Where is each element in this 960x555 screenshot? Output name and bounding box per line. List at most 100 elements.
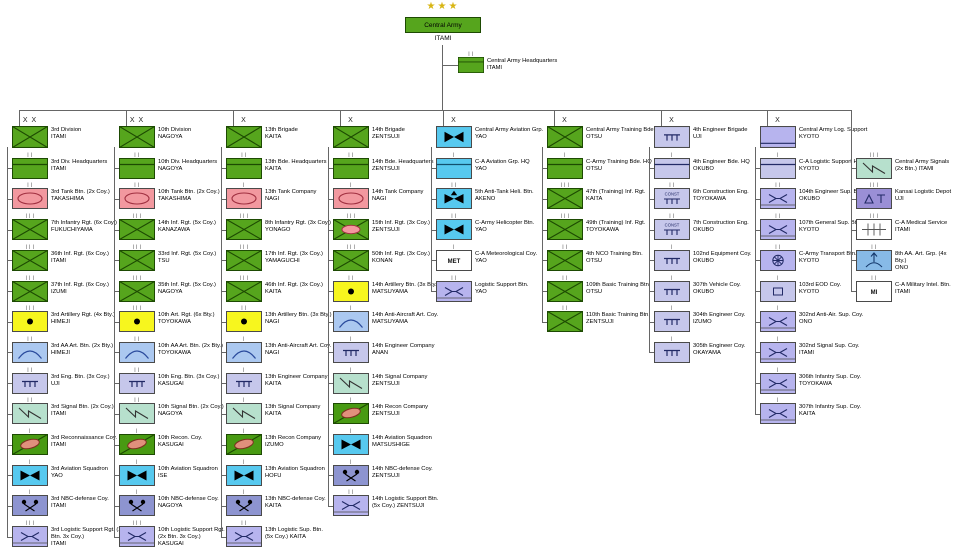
unit-name: 10th Recon. Coy. <box>158 435 203 441</box>
unit-location: YAO <box>475 165 487 172</box>
hq-location: ITAMI <box>487 64 503 71</box>
unit-node: | | | <box>119 275 155 302</box>
unit-label: 13th Brigade KAITA <box>265 127 341 141</box>
unit-node: | | <box>226 520 262 547</box>
const-text: CONST <box>665 223 680 228</box>
echelon-marks: | <box>777 397 779 402</box>
connector-stub <box>114 537 119 538</box>
unit-label: 10th Logistic Support Rgt. (2x Btn. 3x C… <box>158 527 234 548</box>
artillery-symbol-icon <box>12 311 48 332</box>
infantry-symbol-icon <box>119 281 155 302</box>
connector-rail <box>755 147 756 414</box>
infantry-symbol-icon <box>226 219 262 240</box>
unit-name: 10th Signal Btn. (2x Coy.) <box>158 404 224 410</box>
connector-stub <box>649 199 654 200</box>
unit-label: Central Army Log. Support KYOTO <box>799 127 875 141</box>
unit-name: 103rd EOD Coy. <box>799 282 842 288</box>
connector-stub <box>114 506 119 507</box>
connector-trunk-horizontal <box>19 110 852 111</box>
unit-node: | <box>333 336 369 363</box>
unit-node: | | <box>119 336 155 363</box>
unit-name: 17th Inf. Rgt. (3x Coy.) <box>265 251 323 257</box>
unit-name: 10th NBC-defense Coy. <box>158 496 219 502</box>
echelon-marks: | | <box>669 182 675 187</box>
engineer-symbol-icon <box>226 373 262 394</box>
unit-location: ZENTSUJI <box>586 318 614 325</box>
connector-stub <box>328 414 333 415</box>
unit-name: 307th Vehicle Coy. <box>693 282 741 288</box>
unit-location: KYOTO <box>799 133 820 140</box>
unit-node: | | <box>436 275 472 302</box>
logistic-head-symbol-icon <box>760 126 796 148</box>
unit-location: TOYOKAWA <box>799 380 832 387</box>
unit-location: OKUBO <box>693 257 714 264</box>
echelon-marks: | <box>350 182 352 187</box>
unit-node: | | | <box>119 520 155 547</box>
connector-stub <box>542 260 547 261</box>
unit-label: 307th Infantry Sup. Coy. KAITA <box>799 404 875 418</box>
infantry-symbol-icon <box>12 250 48 271</box>
unit-name: 35th Inf. Rgt. (5x Coy.) <box>158 282 216 288</box>
connector-stub <box>221 414 226 415</box>
unit-node: | | | <box>856 213 892 240</box>
connector-stub <box>649 230 654 231</box>
unit-label: C-A Medical Service ITAMI <box>895 220 957 234</box>
unit-name: 3rd Eng. Btn. (3x Coy.) <box>51 374 110 380</box>
armor-symbol-icon <box>333 188 369 209</box>
connector-stub <box>328 475 333 476</box>
aa-group-symbol-icon <box>856 250 892 271</box>
unit-location: FUKUCHIYAMA <box>51 226 93 233</box>
unit-location: ITAMI <box>895 288 911 295</box>
unit-label: 50th Inf. Rgt. (3x Coy.) KONAN <box>372 251 448 265</box>
unit-location: TOYOKAWA <box>158 349 191 356</box>
connector-stub <box>221 199 226 200</box>
air-defense-symbol-icon <box>226 342 262 363</box>
connector-stub <box>431 291 436 292</box>
unit-label: 33rd Inf. Rgt. (5x Coy.) TSU <box>158 251 234 265</box>
echelon-marks: | | <box>451 182 457 187</box>
infantry-symbol-icon <box>547 281 583 302</box>
unit-node: | <box>333 459 369 486</box>
unit-name: 10th Div. Headquarters <box>158 159 218 165</box>
unit-label: C-Army Transport Btn. KYOTO <box>799 251 875 265</box>
unit-node: | <box>654 152 690 179</box>
echelon-marks: | | | <box>25 520 35 525</box>
connector-stub <box>7 168 12 169</box>
echelon-marks: | | | <box>25 213 35 218</box>
artillery-symbol-icon <box>226 311 262 332</box>
unit-location: KASUGAI <box>158 380 184 387</box>
infantry-symbol-icon <box>226 126 262 148</box>
logistic-symbol-icon <box>760 188 796 209</box>
transport-symbol-icon <box>760 250 796 271</box>
unit-label: 14th NBC-defense Coy. ZENTSUJI <box>372 466 448 480</box>
unit-location: MATSUYAMA <box>372 288 408 295</box>
signal-symbol-icon <box>12 403 48 424</box>
unit-node: | <box>654 275 690 302</box>
unit-node: | | CONST <box>654 182 690 209</box>
echelon-marks: | | | <box>132 520 142 525</box>
unit-node: | <box>333 397 369 424</box>
unit-label: 13th Artillery Btn. (3x Bty.) NAGI <box>265 312 341 326</box>
echelon-marks: | | | <box>239 244 249 249</box>
unit-node: | | | <box>856 182 892 209</box>
unit-node: | <box>654 336 690 363</box>
echelon-marks: | | <box>134 367 140 372</box>
logistic-symbol-icon <box>760 373 796 394</box>
unit-node: | | MI <box>856 275 892 302</box>
unit-node: | <box>333 367 369 394</box>
echelon-marks: | | <box>27 152 33 157</box>
unit-node: | <box>226 182 262 209</box>
unit-label: 3rd Div. Headquarters ITAMI <box>51 159 127 173</box>
mech-infantry-symbol-icon <box>333 219 369 240</box>
unit-location: (5x Coy.) ZENTSUJI <box>372 502 425 509</box>
unit-location: OTSU <box>586 133 603 140</box>
unit-node: | <box>12 428 48 455</box>
unit-location: TOYOKAWA <box>158 318 191 325</box>
unit-label: 13th Bde. Headquarters KAITA <box>265 159 341 173</box>
unit-label: 14th Bde. Headquarters ZENTSUJI <box>372 159 448 173</box>
engineer-symbol-icon <box>654 126 690 148</box>
unit-name: 13th Brigade <box>265 127 298 133</box>
unit-label: 306th Infantry Sup. Coy. TOYOKAWA <box>799 374 875 388</box>
unit-location: UJI <box>51 380 60 387</box>
unit-name: 3rd Division <box>51 127 82 133</box>
